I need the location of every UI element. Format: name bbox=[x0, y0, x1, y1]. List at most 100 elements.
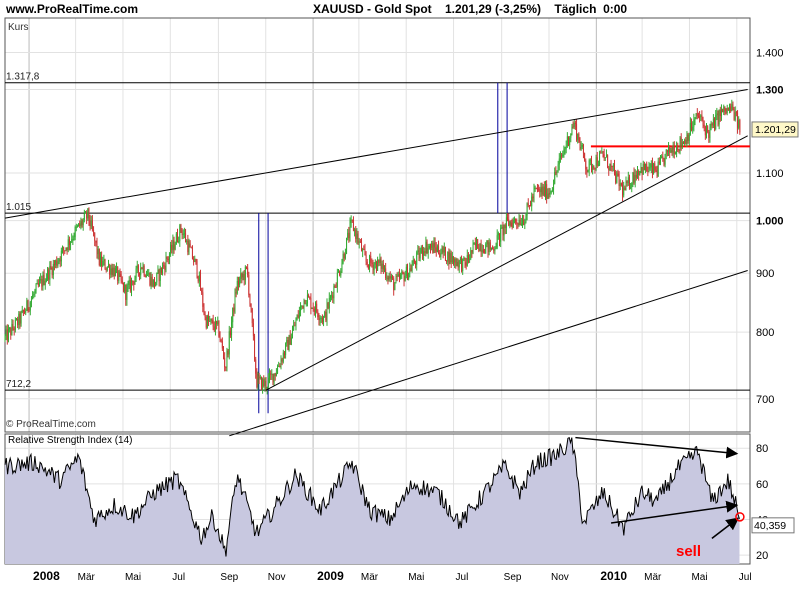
candle-body bbox=[260, 376, 262, 390]
candle-body bbox=[354, 229, 356, 231]
candle-body bbox=[430, 246, 431, 248]
rsi-tick-label: 20 bbox=[756, 550, 768, 562]
candle-body bbox=[541, 187, 543, 195]
x-tick-label: Sep bbox=[504, 572, 522, 583]
rsi-last-label: 40,359 bbox=[754, 520, 786, 532]
candle-body bbox=[127, 284, 129, 287]
candle-body bbox=[48, 269, 50, 280]
candle-body bbox=[523, 219, 525, 225]
candle-body bbox=[321, 317, 323, 323]
candle-body bbox=[479, 243, 481, 252]
candle-body bbox=[500, 227, 502, 242]
candle-body bbox=[111, 268, 113, 275]
candle-body bbox=[163, 265, 165, 267]
candle-body bbox=[709, 127, 711, 138]
candle-body bbox=[443, 246, 445, 253]
candle-body bbox=[550, 190, 552, 193]
candle-body bbox=[699, 116, 701, 118]
candle-body bbox=[219, 336, 221, 341]
candle-body bbox=[280, 359, 282, 367]
candle-body bbox=[200, 274, 201, 291]
candle-body bbox=[535, 187, 537, 189]
candle-body bbox=[117, 267, 119, 281]
candle-body bbox=[617, 173, 619, 175]
candle-body bbox=[110, 268, 112, 275]
candle-body bbox=[607, 155, 609, 168]
candle-body bbox=[86, 212, 88, 219]
candle-body bbox=[150, 276, 152, 286]
candle-body bbox=[481, 249, 483, 253]
candle-body bbox=[18, 313, 20, 326]
candle-body bbox=[258, 376, 260, 379]
candle-body bbox=[562, 154, 564, 157]
candle-body bbox=[472, 243, 474, 253]
candle-body bbox=[630, 187, 632, 189]
candle-body bbox=[494, 248, 496, 251]
candle-body bbox=[242, 274, 244, 278]
x-tick-label: Nov bbox=[268, 572, 286, 583]
candle-body bbox=[405, 266, 407, 276]
candle-body bbox=[358, 241, 360, 243]
candle-body bbox=[425, 241, 427, 254]
candle-body bbox=[40, 279, 42, 281]
candle-body bbox=[4, 336, 6, 339]
candle-body bbox=[596, 157, 598, 166]
candle-body bbox=[555, 172, 557, 174]
rsi-trendline bbox=[610, 500, 739, 524]
candle-body bbox=[172, 240, 174, 251]
candle-body bbox=[407, 266, 408, 280]
candle-body bbox=[524, 222, 526, 225]
grid-lines bbox=[5, 18, 750, 564]
candle-body bbox=[191, 247, 193, 259]
candle-body bbox=[724, 106, 726, 111]
candle-body bbox=[396, 276, 398, 278]
candle-body bbox=[229, 331, 231, 336]
candle-body bbox=[454, 258, 456, 263]
x-tick-label: Nov bbox=[551, 572, 569, 583]
candle-body bbox=[269, 373, 270, 378]
candle-body bbox=[423, 251, 425, 256]
candle-body bbox=[35, 284, 37, 291]
candle-body bbox=[478, 248, 480, 252]
x-tick-label: Mai bbox=[125, 572, 141, 583]
candle-body bbox=[63, 247, 65, 251]
candle-body bbox=[626, 181, 628, 184]
candle-body bbox=[702, 119, 704, 125]
candle-body bbox=[75, 226, 77, 228]
candle-body bbox=[533, 189, 535, 199]
candle-body bbox=[635, 174, 637, 178]
candle-body bbox=[151, 276, 153, 286]
candle-body bbox=[209, 320, 211, 322]
candle-body bbox=[381, 263, 383, 269]
candle-body bbox=[714, 118, 716, 129]
candle-body bbox=[433, 242, 435, 253]
level-label-mid: 1.015 bbox=[6, 202, 31, 213]
candle-body bbox=[148, 273, 150, 275]
candle-body bbox=[177, 233, 178, 242]
candle-body bbox=[455, 258, 457, 266]
candle-body bbox=[725, 110, 727, 114]
candle-body bbox=[116, 267, 118, 269]
candle-body bbox=[577, 133, 579, 140]
candle-body bbox=[637, 170, 638, 178]
candle-body bbox=[45, 278, 47, 281]
candle-body bbox=[620, 183, 622, 186]
candle-body bbox=[517, 223, 519, 225]
candle-body bbox=[732, 104, 734, 109]
candle-body bbox=[609, 163, 611, 171]
candle-body bbox=[715, 115, 717, 129]
candle-body bbox=[294, 325, 296, 327]
candle-body bbox=[718, 109, 720, 125]
candle-body bbox=[129, 280, 131, 291]
candle-body bbox=[246, 266, 247, 268]
candle-body bbox=[348, 232, 350, 239]
candle-body bbox=[217, 321, 219, 325]
candle-body bbox=[328, 297, 330, 309]
candle-body bbox=[79, 223, 81, 226]
candle-body bbox=[619, 183, 621, 187]
candle-body bbox=[267, 377, 269, 387]
candle-body bbox=[133, 281, 135, 285]
candle-body bbox=[515, 218, 517, 223]
candle-body bbox=[47, 269, 49, 279]
candle-body bbox=[653, 163, 655, 174]
